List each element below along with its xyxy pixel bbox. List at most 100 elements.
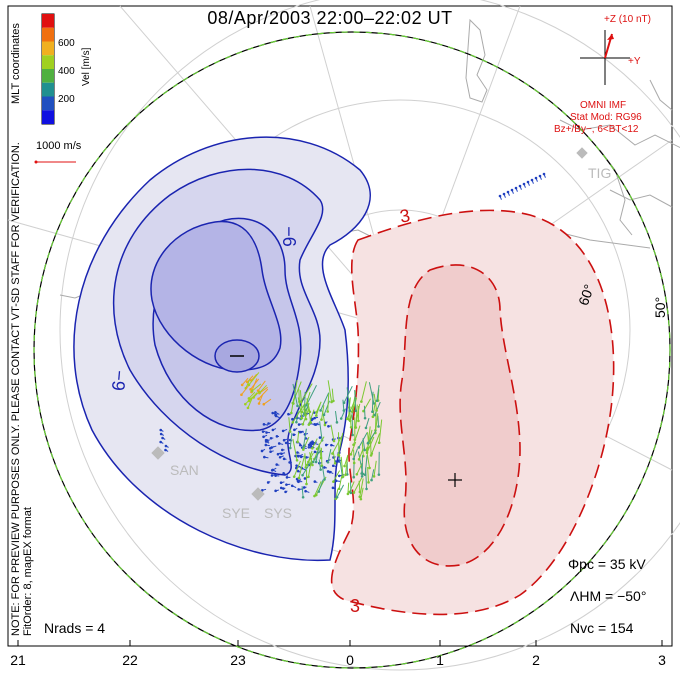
velocity-vector xyxy=(361,463,363,474)
velocity-vector-origin xyxy=(363,416,367,420)
velocity-vector-origin xyxy=(352,457,356,461)
velocity-vector-origin xyxy=(164,448,167,452)
velocity-vector-origin xyxy=(359,497,363,501)
velocity-vector-origin xyxy=(522,182,526,186)
velocity-vector-origin xyxy=(362,409,365,413)
imf-source: OMNI IMF xyxy=(580,100,627,111)
velocity-vector-origin xyxy=(267,422,270,425)
velocity-vector xyxy=(377,415,380,427)
station-san: SAN xyxy=(170,462,199,478)
velocity-vector-origin xyxy=(275,463,279,466)
velocity-vector-origin xyxy=(302,448,305,451)
velocity-vector xyxy=(340,408,346,419)
velocity-vector-origin xyxy=(348,409,352,413)
velocity-vector-origin xyxy=(323,478,326,481)
velocity-vector xyxy=(344,454,349,467)
velocity-vector-origin xyxy=(502,192,506,196)
velocity-vector xyxy=(346,396,357,420)
station-tig: TIG xyxy=(588,165,612,181)
velocity-vector-origin xyxy=(249,388,252,391)
velocity-vector-origin xyxy=(322,413,326,417)
station-marker-sye xyxy=(251,487,265,501)
velocity-vector-origin xyxy=(305,456,308,459)
velocity-vector xyxy=(372,404,376,417)
velocity-vector-origin xyxy=(296,469,300,473)
velocity-vector-origin xyxy=(331,452,334,455)
velocity-vector-origin xyxy=(290,484,294,488)
velocity-vector xyxy=(359,478,364,497)
velocity-vector xyxy=(297,431,300,442)
contour-label-neg9: −9 xyxy=(107,369,130,392)
velocity-vector-origin xyxy=(365,487,368,491)
velocity-vector-origin xyxy=(311,460,315,464)
contour-label-pos3-bottom: 3 xyxy=(350,596,361,616)
velocity-vector-origin xyxy=(301,473,304,477)
velocity-vector-origin xyxy=(285,483,288,486)
velocity-vector-origin xyxy=(274,489,277,493)
colorbar-title: Vel [m/s] xyxy=(81,47,92,86)
velocity-vector-origin xyxy=(298,443,302,447)
velocity-vector-origin xyxy=(518,184,522,188)
velocity-vector-origin xyxy=(261,430,265,433)
colorbar-swatch xyxy=(42,27,54,42)
velocity-vector-origin xyxy=(302,486,306,489)
velocity-vector-origin xyxy=(313,423,317,426)
velocity-vector-origin xyxy=(514,186,518,190)
stat-lambda-hm: ΛHM = −50° xyxy=(570,588,647,604)
velocity-vector-origin xyxy=(323,466,326,469)
velocity-vector xyxy=(350,441,357,455)
velocity-vector-origin xyxy=(303,477,307,480)
velocity-vector xyxy=(320,392,330,411)
velocity-vector-origin xyxy=(323,423,327,427)
velocity-vector-origin xyxy=(292,433,296,437)
velocity-vector-origin xyxy=(346,492,350,496)
velocity-vector-origin xyxy=(332,480,335,483)
velocity-vector-origin xyxy=(252,396,255,399)
imf-model: Stat Mod: RG96 xyxy=(570,112,642,123)
velocity-vector xyxy=(315,444,320,463)
velocity-vector xyxy=(360,487,364,500)
velocity-vector-origin xyxy=(297,488,300,491)
velocity-vector-origin xyxy=(360,475,364,478)
velocity-vector-origin xyxy=(276,452,280,456)
velocity-vector xyxy=(327,393,330,412)
velocity-vector-origin xyxy=(287,412,290,416)
velocity-vector xyxy=(347,482,350,494)
velocity-vector xyxy=(300,383,313,402)
velocity-vector xyxy=(301,486,304,498)
velocity-vector-origin xyxy=(335,495,339,499)
velocity-vector xyxy=(353,477,363,493)
fitorder-note: FitOrder: 8, mapEX format xyxy=(22,507,34,636)
velocity-vector-origin xyxy=(161,436,164,440)
velocity-vector-origin xyxy=(366,441,370,445)
velocity-vector xyxy=(312,451,320,463)
velocity-vector-origin xyxy=(293,428,296,432)
velocity-vector xyxy=(353,448,358,460)
velocity-vector xyxy=(314,481,322,497)
velocity-vector xyxy=(351,412,354,436)
velocity-vector xyxy=(288,417,291,432)
velocity-vector-origin xyxy=(319,409,322,412)
velocity-vector-origin xyxy=(315,447,319,451)
velocity-vector-origin xyxy=(375,399,379,403)
velocity-vector xyxy=(358,448,364,460)
velocity-vector-origin xyxy=(319,468,322,471)
velocity-vector xyxy=(338,475,343,489)
mlt-label-23: 23 xyxy=(230,652,246,668)
velocity-vector-origin xyxy=(280,452,283,456)
colorbar xyxy=(41,13,55,125)
velocity-vector-origin xyxy=(373,413,376,417)
velocity-vector xyxy=(354,403,361,428)
velocity-vector xyxy=(302,428,307,448)
velocity-vector xyxy=(356,462,364,475)
velocity-vector-origin xyxy=(308,410,312,414)
velocity-vector-origin xyxy=(270,474,274,477)
velocity-vector xyxy=(306,452,314,466)
velocity-vector xyxy=(338,453,343,478)
velocity-vector xyxy=(365,448,371,469)
velocity-vector-origin xyxy=(159,440,162,444)
velocity-vector-origin xyxy=(365,451,369,455)
velocity-vector-origin xyxy=(335,421,339,424)
velocity-vector-origin xyxy=(352,491,356,494)
velocity-vector-origin xyxy=(326,410,330,413)
